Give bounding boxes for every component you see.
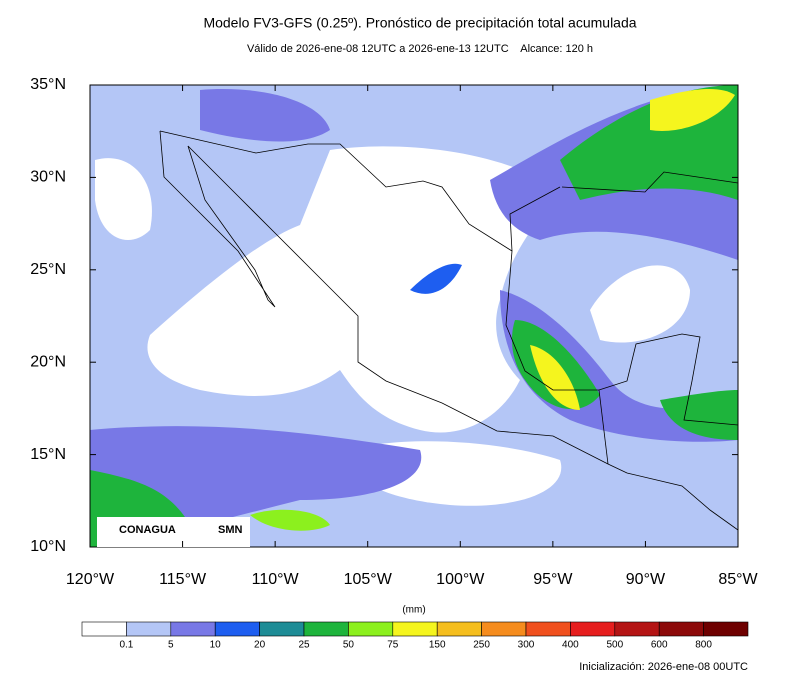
title: Modelo FV3-GFS (0.25º). Pronóstico de pr… xyxy=(203,15,636,31)
dry-area xyxy=(590,265,690,343)
colorbar-label: 5 xyxy=(168,640,174,651)
x-tick-label: 100°W xyxy=(436,571,485,588)
y-tick-label: 25°N xyxy=(30,261,66,278)
logo-box xyxy=(97,517,250,547)
colorbar-label: 150 xyxy=(429,640,446,651)
logo: CONAGUA xyxy=(119,524,176,536)
x-tick-label: 85°W xyxy=(718,571,758,588)
colorbar-box xyxy=(259,621,305,637)
x-tick-label: 120°W xyxy=(66,571,115,588)
colorbar-box xyxy=(126,621,172,637)
colorbar-label: 25 xyxy=(298,640,310,651)
colorbar-box xyxy=(214,621,260,637)
colorbar-box xyxy=(303,621,349,637)
colorbar-box xyxy=(170,621,216,637)
coastline xyxy=(159,130,738,531)
map xyxy=(90,85,738,547)
x-tick-label: 105°W xyxy=(344,571,393,588)
footer: Inicialización: 2026-ene-08 00UTC xyxy=(579,661,748,673)
precip xyxy=(250,509,330,531)
colorbar-box xyxy=(658,621,704,637)
colorbar-label: 300 xyxy=(518,640,535,651)
colorbar-box xyxy=(481,621,527,637)
colorbar-box xyxy=(436,621,482,637)
colorbar-label: 50 xyxy=(343,640,355,651)
precip xyxy=(410,263,462,294)
colorbar-box xyxy=(570,621,616,637)
logo: SMN xyxy=(218,524,243,536)
precip xyxy=(530,345,580,410)
y-tick-label: 35°N xyxy=(30,76,66,93)
colorbar-label: 75 xyxy=(387,640,399,651)
colorbar-label: 20 xyxy=(254,640,266,651)
colorbar-unit: (mm) xyxy=(402,605,425,616)
colorbar-label: 600 xyxy=(651,640,668,651)
subtitle: Válido de 2026-ene-08 12UTC a 2026-ene-1… xyxy=(247,43,593,55)
x-tick-label: 90°W xyxy=(626,571,666,588)
x-tick-label: 115°W xyxy=(159,571,207,588)
colorbar-label: 10 xyxy=(210,640,222,651)
colorbar-box xyxy=(392,621,438,637)
y-tick-label: 20°N xyxy=(30,353,66,370)
dry-area xyxy=(95,158,152,240)
x-tick-label: 95°W xyxy=(533,571,573,588)
y-tick-label: 15°N xyxy=(30,446,66,463)
y-tick-label: 10°N xyxy=(30,538,66,555)
precip xyxy=(660,390,738,440)
colorbar-box xyxy=(348,621,394,637)
colorbar-label: 250 xyxy=(473,640,490,651)
precip xyxy=(650,88,735,131)
colorbar-label: 800 xyxy=(695,640,712,651)
colorbar-box xyxy=(703,621,749,637)
y-tick-label: 30°N xyxy=(30,169,66,186)
precip xyxy=(200,89,330,142)
colorbar-box xyxy=(525,621,571,637)
colorbar-label: 500 xyxy=(606,640,623,651)
colorbar-box xyxy=(81,621,127,637)
colorbar-box xyxy=(614,621,660,637)
x-tick-label: 110°W xyxy=(252,571,300,588)
colorbar-label: 400 xyxy=(562,640,579,651)
map-frame xyxy=(89,84,739,548)
colorbar-label: 0.1 xyxy=(119,640,133,651)
dry-area xyxy=(147,146,560,433)
